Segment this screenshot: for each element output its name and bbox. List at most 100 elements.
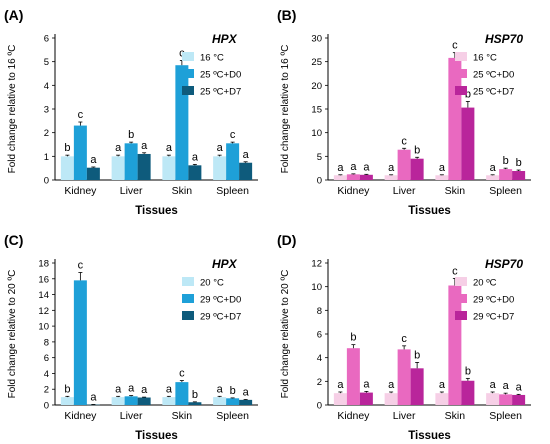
significance-label: a (337, 379, 344, 391)
significance-label: a (166, 142, 173, 154)
x-tick-label: Skin (445, 185, 466, 197)
bar (461, 380, 475, 405)
y-tick-label: 1 (44, 152, 49, 163)
y-tick-label: 15 (311, 105, 322, 116)
significance-label: c (78, 259, 84, 271)
significance-label: b (128, 129, 134, 141)
y-tick-label: 10 (38, 322, 49, 333)
significance-label: c (78, 109, 84, 121)
x-tick-label: Kidney (337, 185, 370, 197)
bar (175, 65, 189, 180)
panel-label: (C) (4, 232, 23, 248)
x-axis-label: Tissues (408, 430, 451, 442)
bar (60, 397, 74, 405)
significance-label: c (452, 40, 458, 52)
panel-label: (D) (277, 232, 296, 248)
y-tick-label: 6 (44, 34, 49, 45)
y-tick-label: 4 (44, 369, 49, 380)
legend-swatch (182, 277, 194, 286)
bar (60, 156, 74, 180)
bar (435, 175, 449, 180)
x-tick-label: Liver (120, 410, 143, 422)
bar (124, 143, 138, 180)
significance-label: a (490, 379, 497, 391)
significance-label: a (192, 151, 199, 163)
significance-label: a (141, 140, 148, 152)
bar (384, 175, 398, 180)
y-tick-label: 2 (317, 377, 322, 388)
y-tick-label: 8 (317, 306, 322, 317)
panel-label: (B) (277, 7, 296, 23)
chart-title: HSP70 (485, 257, 523, 271)
legend-label: 20 °C (200, 278, 224, 289)
legend-label: 16 °C (200, 53, 224, 64)
bar (239, 162, 253, 180)
bar (226, 398, 240, 405)
legend-swatch (455, 311, 467, 320)
bar (499, 169, 513, 180)
significance-label: b (465, 88, 471, 100)
x-tick-label: Liver (393, 185, 416, 197)
legend-label: 29 ºC+D0 (473, 295, 514, 306)
x-tick-label: Skin (172, 185, 193, 197)
legend-swatch (455, 277, 467, 286)
bar (333, 175, 347, 180)
chart-title: HPX (212, 257, 238, 271)
y-tick-label: 0 (317, 176, 322, 187)
y-tick-label: 5 (317, 152, 322, 163)
bar (461, 107, 475, 180)
legend-label: 25 ºC+D0 (473, 70, 514, 81)
significance-label: a (166, 383, 173, 395)
significance-label: b (465, 365, 471, 377)
bar (410, 368, 424, 405)
bar (188, 165, 202, 180)
bar (86, 404, 100, 406)
bar (111, 397, 125, 405)
y-tick-label: 4 (317, 353, 322, 364)
y-tick-label: 14 (38, 290, 49, 301)
legend-swatch (182, 69, 194, 78)
chart-panel-3: (C) 0 2 4 6 8 10 12 14 16 18 Fold change relative t… (4, 232, 258, 442)
significance-label: b (64, 383, 70, 395)
bar (175, 382, 189, 405)
bar (448, 285, 462, 405)
legend-swatch (182, 294, 194, 303)
significance-label: c (179, 368, 185, 380)
significance-label: a (90, 154, 97, 166)
x-tick-label: Kidney (64, 185, 97, 197)
bar (512, 171, 526, 180)
bar (162, 397, 176, 405)
y-tick-label: 0 (317, 401, 322, 412)
significance-label: a (90, 391, 97, 403)
legend-label: 25 ºC+D0 (200, 70, 241, 81)
significance-label: a (439, 379, 446, 391)
y-tick-label: 5 (44, 57, 49, 68)
x-tick-label: Skin (445, 410, 466, 422)
significance-label: a (115, 142, 122, 154)
significance-label: a (439, 162, 446, 174)
x-tick-label: Spleen (216, 185, 249, 197)
legend-label: 25 ºC+D7 (473, 87, 514, 98)
bar (73, 125, 87, 180)
bar (359, 174, 373, 180)
y-tick-label: 25 (311, 57, 322, 68)
x-tick-label: Spleen (489, 185, 522, 197)
significance-label: a (516, 381, 523, 393)
y-tick-label: 16 (38, 274, 49, 285)
bar (73, 280, 87, 405)
x-tick-label: Skin (172, 410, 193, 422)
bar (397, 349, 411, 405)
significance-label: b (414, 144, 420, 156)
y-tick-label: 18 (38, 259, 49, 270)
bar (333, 393, 347, 405)
x-tick-label: Kidney (64, 410, 97, 422)
bar (435, 393, 449, 405)
significance-label: c (230, 129, 236, 141)
y-axis-label: Fold change relative to 20 ºC (280, 270, 291, 399)
x-tick-label: Kidney (337, 410, 370, 422)
legend-swatch (182, 311, 194, 320)
bar (86, 167, 100, 180)
y-axis-label: Fold change relative to 16 ºC (280, 45, 291, 174)
y-tick-label: 12 (311, 259, 322, 270)
